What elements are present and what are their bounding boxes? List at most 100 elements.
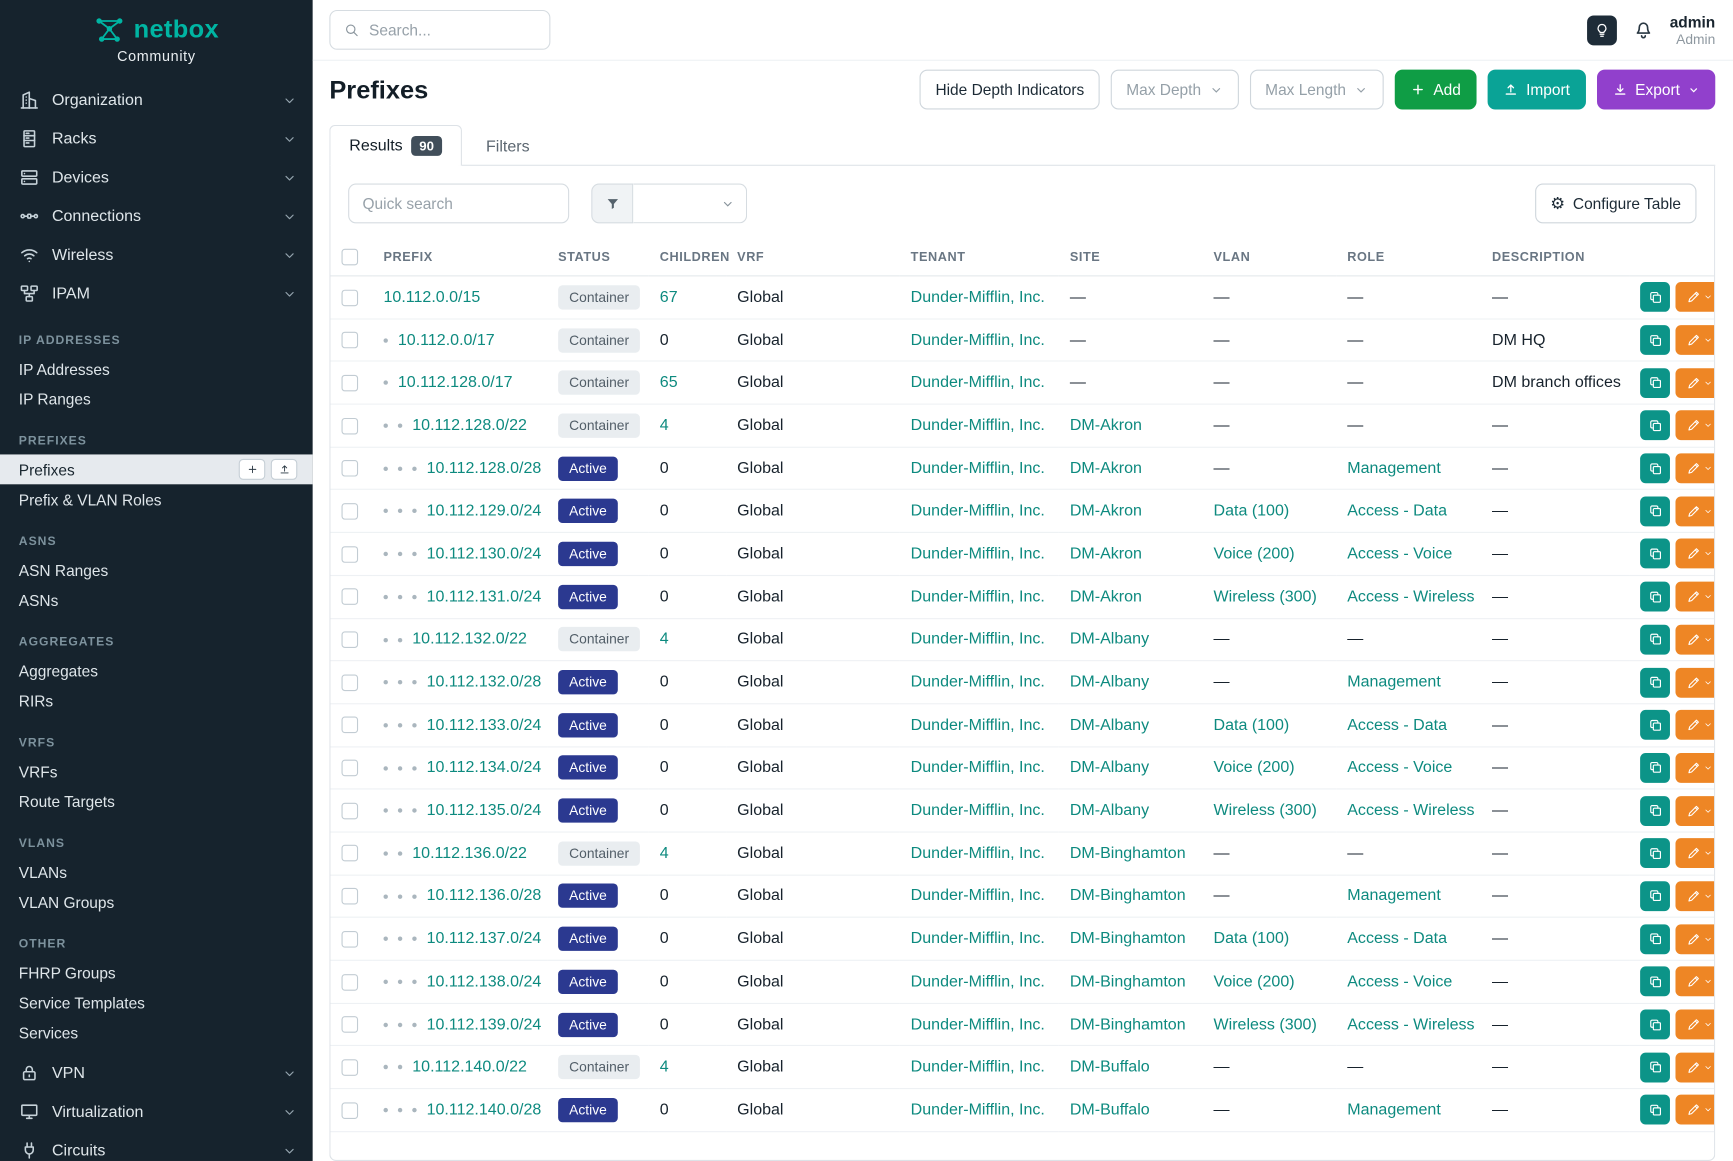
prefix-link[interactable]: 10.112.0.0/17 (398, 331, 495, 349)
vlan-link[interactable]: Data (100) (1214, 716, 1290, 734)
vlan-link[interactable]: Voice (200) (1214, 759, 1295, 777)
site-link[interactable]: DM-Albany (1070, 631, 1149, 649)
role-link[interactable]: Management (1347, 673, 1441, 691)
column-header-vrf[interactable]: VRF (726, 239, 900, 276)
tenant-link[interactable]: Dunder-Mifflin, Inc. (911, 673, 1045, 691)
tenant-link[interactable]: Dunder-Mifflin, Inc. (911, 545, 1045, 563)
prefix-link[interactable]: 10.112.129.0/24 (427, 502, 542, 520)
tenant-link[interactable]: Dunder-Mifflin, Inc. (911, 460, 1045, 478)
site-link[interactable]: DM-Akron (1070, 545, 1142, 563)
sidebar-item-racks[interactable]: Racks (0, 119, 313, 158)
row-checkbox[interactable] (342, 631, 359, 648)
vlan-link[interactable]: Wireless (300) (1214, 802, 1317, 820)
row-checkbox[interactable] (342, 503, 359, 520)
prefix-link[interactable]: 10.112.131.0/24 (427, 588, 542, 606)
tenant-link[interactable]: Dunder-Mifflin, Inc. (911, 331, 1045, 349)
clone-button[interactable] (1640, 539, 1670, 569)
column-header-prefix[interactable]: Prefix (372, 239, 547, 276)
tenant-link[interactable]: Dunder-Mifflin, Inc. (911, 845, 1045, 863)
sidebar-item-fhrp-groups[interactable]: FHRP Groups (0, 958, 313, 988)
column-header-description[interactable]: Description (1481, 239, 1629, 276)
row-checkbox[interactable] (342, 1102, 359, 1119)
sidebar-item-devices[interactable]: Devices (0, 158, 313, 197)
row-checkbox[interactable] (342, 332, 359, 349)
tenant-link[interactable]: Dunder-Mifflin, Inc. (911, 887, 1045, 905)
prefix-link[interactable]: 10.112.140.0/22 (412, 1058, 527, 1076)
notifications-button[interactable] (1632, 19, 1654, 41)
row-checkbox[interactable] (342, 375, 359, 392)
edit-button[interactable] (1675, 881, 1714, 911)
vlan-link[interactable]: Wireless (300) (1214, 588, 1317, 606)
tenant-link[interactable]: Dunder-Mifflin, Inc. (911, 588, 1045, 606)
sidebar-item-vrfs[interactable]: VRFs (0, 756, 313, 786)
user-menu[interactable]: admin Admin (1670, 13, 1716, 47)
clone-button[interactable] (1640, 1010, 1670, 1040)
clone-button[interactable] (1640, 496, 1670, 526)
children-count-link[interactable]: 4 (660, 1058, 669, 1076)
prefix-link[interactable]: 10.112.138.0/24 (427, 973, 542, 991)
hide-depth-indicators-button[interactable]: Hide Depth Indicators (920, 70, 1100, 110)
role-link[interactable]: Access - Voice (1347, 973, 1452, 991)
add-prefix-button[interactable] (239, 459, 266, 480)
edit-button[interactable] (1675, 710, 1714, 740)
clone-button[interactable] (1640, 1052, 1670, 1082)
vlan-link[interactable]: Wireless (300) (1214, 1016, 1317, 1034)
sidebar-item-services[interactable]: Services (0, 1017, 313, 1047)
site-link[interactable]: DM-Albany (1070, 673, 1149, 691)
tenant-link[interactable]: Dunder-Mifflin, Inc. (911, 1101, 1045, 1119)
role-link[interactable]: Access - Voice (1347, 545, 1452, 563)
role-link[interactable]: Access - Data (1347, 502, 1447, 520)
tab-results[interactable]: Results 90 (329, 125, 461, 166)
site-link[interactable]: DM-Binghamton (1070, 887, 1186, 905)
clone-button[interactable] (1640, 282, 1670, 312)
role-link[interactable]: Management (1347, 887, 1441, 905)
quick-search-input[interactable] (348, 184, 569, 224)
site-link[interactable]: DM-Akron (1070, 460, 1142, 478)
edit-button[interactable] (1675, 539, 1714, 569)
column-header-site[interactable]: Site (1059, 239, 1203, 276)
import-prefixes-button[interactable] (271, 459, 298, 480)
prefix-link[interactable]: 10.112.134.0/24 (427, 759, 542, 777)
edit-button[interactable] (1675, 411, 1714, 441)
tenant-link[interactable]: Dunder-Mifflin, Inc. (911, 1016, 1045, 1034)
saved-filter-select[interactable] (633, 184, 747, 224)
column-header-vlan[interactable]: VLAN (1202, 239, 1336, 276)
edit-button[interactable] (1675, 625, 1714, 655)
vlan-link[interactable]: Voice (200) (1214, 973, 1295, 991)
clone-button[interactable] (1640, 1095, 1670, 1125)
tab-filters[interactable]: Filters (466, 127, 549, 166)
tenant-link[interactable]: Dunder-Mifflin, Inc. (911, 631, 1045, 649)
edit-button[interactable] (1675, 1010, 1714, 1040)
tenant-link[interactable]: Dunder-Mifflin, Inc. (911, 417, 1045, 435)
filter-button[interactable] (591, 184, 633, 224)
tenant-link[interactable]: Dunder-Mifflin, Inc. (911, 759, 1045, 777)
sidebar-item-virtualization[interactable]: Virtualization (0, 1092, 313, 1131)
site-link[interactable]: DM-Binghamton (1070, 845, 1186, 863)
clone-button[interactable] (1640, 667, 1670, 697)
role-link[interactable]: Access - Wireless (1347, 802, 1474, 820)
prefix-link[interactable]: 10.112.137.0/24 (427, 930, 542, 948)
children-count-link[interactable]: 4 (660, 631, 669, 649)
row-checkbox[interactable] (342, 760, 359, 777)
clone-button[interactable] (1640, 582, 1670, 612)
edit-button[interactable] (1675, 282, 1714, 312)
prefix-link[interactable]: 10.112.135.0/24 (427, 802, 542, 820)
edit-button[interactable] (1675, 368, 1714, 398)
vlan-link[interactable]: Voice (200) (1214, 545, 1295, 563)
site-link[interactable]: DM-Binghamton (1070, 973, 1186, 991)
site-link[interactable]: DM-Akron (1070, 502, 1142, 520)
sidebar-item-organization[interactable]: Organization (0, 81, 313, 120)
row-checkbox[interactable] (342, 674, 359, 691)
clone-button[interactable] (1640, 325, 1670, 355)
tenant-link[interactable]: Dunder-Mifflin, Inc. (911, 973, 1045, 991)
prefix-link[interactable]: 10.112.130.0/24 (427, 545, 542, 563)
edit-button[interactable] (1675, 924, 1714, 954)
prefix-link[interactable]: 10.112.128.0/22 (412, 417, 527, 435)
sidebar-item-circuits[interactable]: Circuits (0, 1131, 313, 1161)
clone-button[interactable] (1640, 796, 1670, 826)
sidebar-item-prefixes[interactable]: Prefixes (0, 454, 313, 484)
sidebar-item-wireless[interactable]: Wireless (0, 236, 313, 275)
prefix-link[interactable]: 10.112.136.0/28 (427, 887, 542, 905)
max-length-dropdown[interactable]: Max Length (1250, 70, 1384, 110)
prefix-link[interactable]: 10.112.136.0/22 (412, 845, 527, 863)
